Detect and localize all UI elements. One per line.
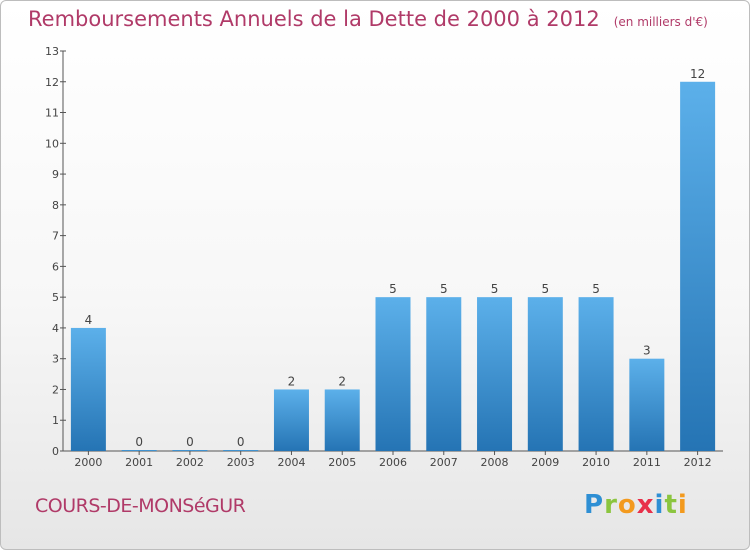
bar-2008 (477, 297, 513, 451)
logo-letter: i (654, 490, 665, 520)
data-label-2000: 4 (85, 313, 93, 327)
x-tick-label: 2008 (481, 456, 509, 469)
logo-letter: r (604, 490, 618, 520)
y-tick-label: 8 (52, 199, 59, 212)
data-label-2006: 5 (389, 282, 397, 296)
y-tick-label: 5 (52, 291, 59, 304)
bar-2009 (527, 297, 563, 451)
data-label-2004: 2 (288, 374, 296, 388)
bar-2007 (426, 297, 462, 451)
bars-group (70, 81, 716, 452)
y-tick-label: 2 (52, 383, 59, 396)
y-tick-label: 10 (45, 137, 59, 150)
data-label-2010: 5 (592, 282, 600, 296)
x-tick-label: 2000 (74, 456, 102, 469)
bar-2004 (273, 389, 309, 451)
logo-letter: P (584, 490, 605, 520)
data-label-2007: 5 (440, 282, 448, 296)
chart-title: Remboursements Annuels de la Dette de 20… (28, 7, 708, 31)
chart-title-text: Remboursements Annuels de la Dette de 20… (28, 7, 600, 31)
x-tick-label: 2007 (430, 456, 458, 469)
y-tick-label: 6 (52, 260, 59, 273)
data-label-2012: 12 (690, 67, 705, 81)
bar-2012 (680, 81, 716, 452)
x-tick-label: 2012 (684, 456, 712, 469)
y-tick-label: 1 (52, 414, 59, 427)
logo-letter: t (664, 490, 678, 520)
bar-2005 (324, 389, 360, 451)
x-tick-label: 2002 (176, 456, 204, 469)
bar-2003 (223, 450, 259, 451)
proxiti-logo: Proxiti (584, 490, 688, 520)
x-tick-label: 2011 (633, 456, 661, 469)
y-tick-label: 3 (52, 353, 59, 366)
data-label-2011: 3 (643, 344, 651, 358)
y-tick-label: 0 (52, 445, 59, 458)
bar-2000 (70, 327, 106, 451)
chart-subtitle: (en milliers d'€) (613, 15, 708, 29)
bar-2010 (578, 297, 614, 451)
data-label-2001: 0 (135, 435, 143, 449)
bar-2006 (375, 297, 411, 451)
data-label-2003: 0 (237, 435, 245, 449)
bar-2001 (121, 450, 157, 451)
logo-letter: i (677, 490, 688, 520)
x-tick-label: 2005 (328, 456, 356, 469)
commune-name: COURS-DE-MONSéGUR (35, 495, 246, 517)
data-label-2002: 0 (186, 435, 194, 449)
x-axis: 2000 2001 2002 2003 2004 2005 2006 2007 2008 2009… (63, 450, 723, 469)
x-tick-label: 2004 (277, 456, 305, 469)
x-tick-label: 2003 (227, 456, 255, 469)
x-tick-label: 2009 (531, 456, 559, 469)
data-label-2008: 5 (491, 282, 499, 296)
data-label-2009: 5 (541, 282, 549, 296)
data-label-2005: 2 (338, 374, 346, 388)
logo-letter: x (636, 490, 655, 520)
y-tick-label: 9 (52, 168, 59, 181)
y-tick-label: 11 (45, 107, 59, 120)
x-tick-label: 2010 (582, 456, 610, 469)
y-tick-label: 7 (52, 230, 59, 243)
data-labels-group: 4 0 0 0 2 2 5 5 5 5 5 3 12 (85, 67, 706, 449)
logo-letter: o (617, 490, 637, 520)
x-tick-label: 2006 (379, 456, 407, 469)
y-tick-label: 4 (52, 322, 59, 335)
bar-2011 (629, 358, 665, 451)
bar-2002 (172, 450, 208, 451)
y-tick-label: 12 (45, 76, 59, 89)
x-tick-label: 2001 (125, 456, 153, 469)
y-tick-label: 13 (45, 45, 59, 58)
